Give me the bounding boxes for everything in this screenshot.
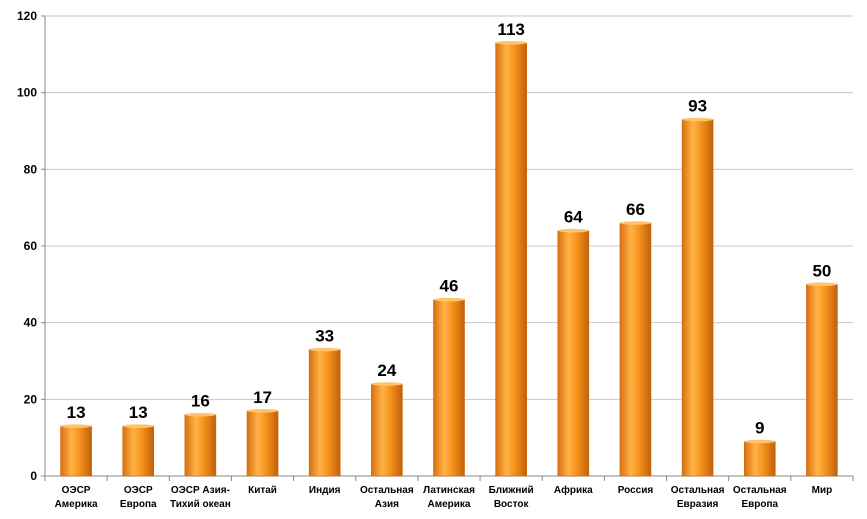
x-axis: ОЭСР Америка ОЭСР Европа ОЭСР Азия- Тихий оке… (44, 476, 854, 510)
y-tick-label: 20 (24, 392, 38, 406)
data-label: 46 (440, 277, 459, 296)
y-tick-label: 80 (24, 162, 38, 176)
x-tick-label: Америка (55, 499, 98, 510)
bar-cap (806, 282, 838, 287)
y-tick-label: 0 (30, 469, 37, 483)
bar-cap (619, 221, 651, 225)
x-tick-label: Европа (741, 499, 778, 510)
x-tick-label: Евразия (677, 499, 719, 510)
data-label: 50 (812, 261, 831, 280)
x-tick-label: Остальная (360, 485, 414, 496)
x-tick-label: ОЭСР (124, 485, 153, 496)
bar-cap (433, 297, 465, 302)
bar-cap (557, 228, 589, 233)
data-label: 66 (626, 200, 645, 219)
bar-cap (682, 117, 714, 122)
bar (371, 383, 403, 477)
bar-cap (184, 412, 216, 417)
bar (246, 410, 279, 477)
bar (619, 222, 652, 477)
data-label: 13 (129, 403, 148, 422)
x-tick-label: ОЭСР (62, 485, 91, 496)
x-tick-label: Африка (554, 484, 593, 496)
data-label: 17 (253, 388, 272, 407)
bar (60, 425, 92, 477)
x-tick-label: ОЭСР Азия- (171, 485, 230, 496)
y-tick-label: 120 (17, 9, 37, 23)
x-tick-label: Остальная (671, 485, 725, 496)
x-tick-label: Индия (309, 485, 341, 496)
bar (308, 349, 341, 477)
bar-cap (744, 439, 776, 444)
bar-cap (371, 382, 403, 386)
data-label: 33 (315, 327, 334, 346)
bars (60, 41, 838, 477)
bar (806, 284, 838, 477)
x-tick-label: Европа (120, 499, 157, 510)
bar-cap (495, 41, 527, 45)
data-label: 113 (497, 20, 524, 39)
bar-cap (60, 424, 92, 428)
bar (743, 441, 776, 477)
data-label: 24 (377, 361, 396, 380)
x-tick-label: Ближний (489, 485, 534, 496)
x-tick-label: Тихий океан (170, 499, 231, 510)
y-tick-label: 100 (17, 86, 37, 100)
x-tick-label: Остальная (733, 485, 787, 496)
bar (495, 42, 527, 477)
y-axis: 0 20 40 60 80 100 120 (17, 9, 46, 483)
x-tick-label: Восток (494, 499, 530, 510)
y-tick-label: 40 (24, 316, 38, 330)
x-tick-label: Россия (618, 485, 654, 496)
x-tick-label: Китай (248, 485, 277, 496)
bar-cap (309, 347, 341, 352)
data-label: 9 (755, 419, 764, 438)
bar (681, 119, 714, 477)
bar-cap (247, 409, 279, 413)
bar (184, 414, 217, 477)
x-tick-label: Латинская (423, 485, 475, 496)
data-label: 13 (67, 403, 86, 422)
data-label: 93 (688, 97, 707, 116)
x-tick-label: Мир (812, 485, 833, 496)
data-label: 16 (191, 392, 210, 411)
x-tick-label: Америка (427, 499, 470, 510)
data-label: 64 (564, 208, 583, 227)
bar (122, 425, 155, 477)
bar-cap (122, 424, 154, 428)
data-labels: 13 13 16 17 33 24 46 113 64 66 93 9 50 (67, 20, 832, 438)
bar (433, 299, 465, 477)
y-tick-label: 60 (24, 239, 38, 253)
bar (557, 230, 590, 477)
x-tick-label: Азия (375, 499, 399, 510)
